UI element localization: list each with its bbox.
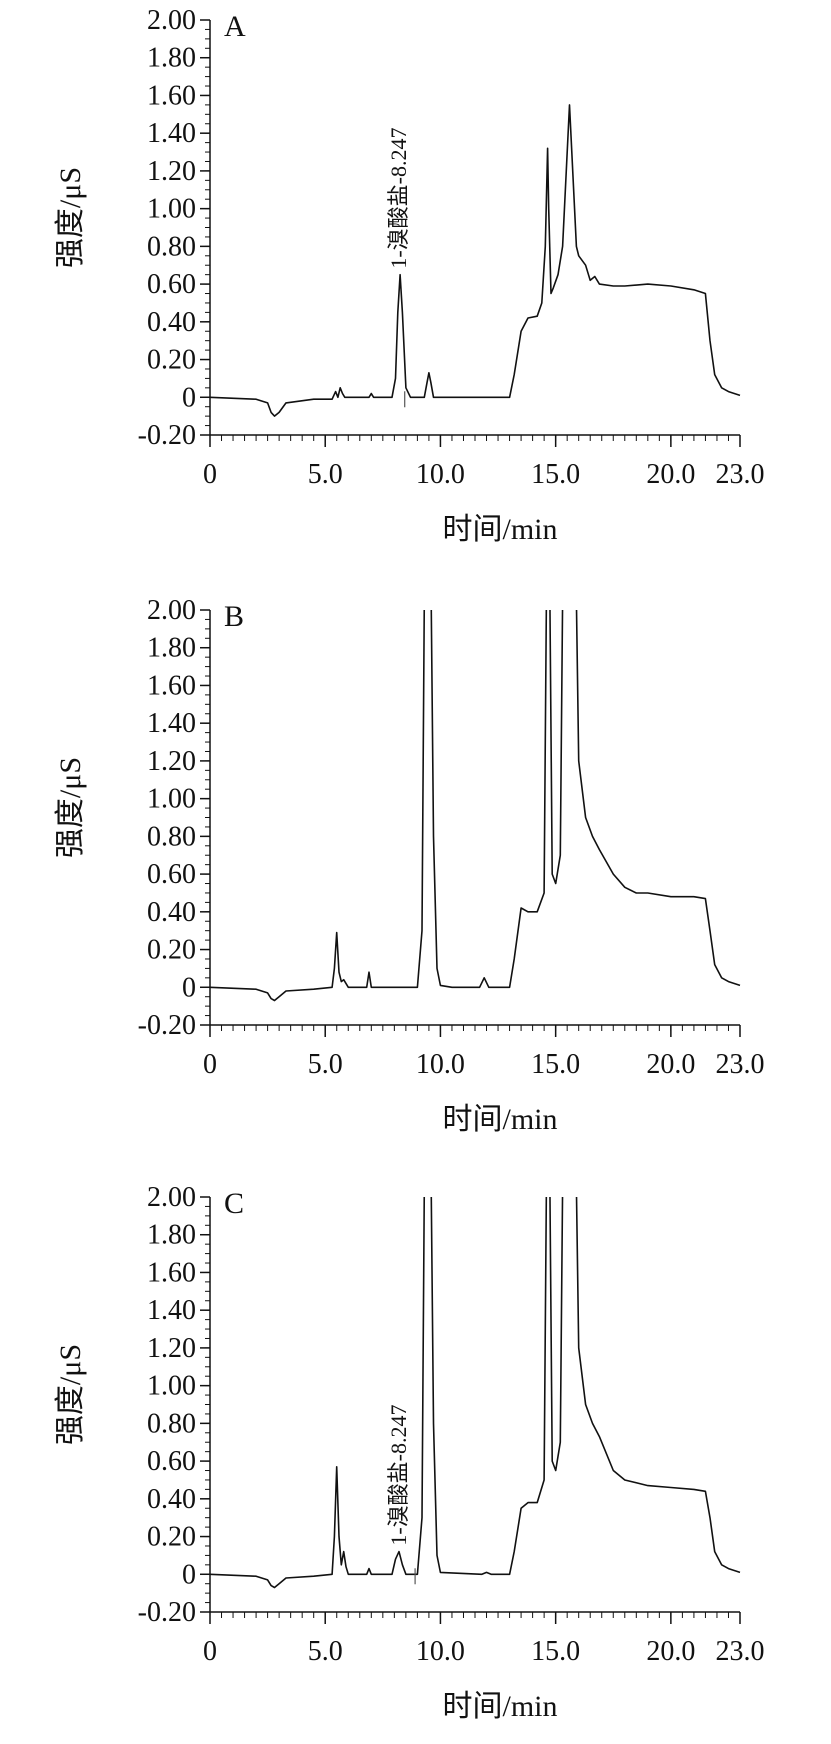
y-tick-label: 1.00 xyxy=(147,784,196,815)
y-tick-label: 0 xyxy=(182,382,196,413)
chromatogram-trace xyxy=(210,610,741,1002)
y-tick-label: 0.20 xyxy=(147,345,196,376)
y-tick-label: -0.20 xyxy=(138,1010,196,1041)
y-tick-label: 1.60 xyxy=(147,670,196,701)
y-tick-label: 1.80 xyxy=(147,633,196,664)
y-tick-label: 0.60 xyxy=(147,859,196,890)
y-tick-label: 0.40 xyxy=(147,307,196,338)
y-axis-title: 强度/μS xyxy=(54,167,87,268)
y-tick-label: 1.20 xyxy=(147,1333,196,1364)
y-tick-label: 0.60 xyxy=(147,1446,196,1477)
y-tick-label: 1.40 xyxy=(147,118,196,149)
y-tick-label: 0.80 xyxy=(147,1408,196,1439)
x-tick-label: 5.0 xyxy=(308,1049,343,1080)
x-tick-label: 5.0 xyxy=(308,459,343,490)
panel-label: B xyxy=(224,600,244,633)
y-tick-label: 0 xyxy=(182,1559,196,1590)
y-tick-label: 0.20 xyxy=(147,1522,196,1553)
y-tick-label: -0.20 xyxy=(138,420,196,451)
chart-panel-c: 2.00 1.80 1.60 1.40 1.20 1.00 0.80 0.60 0.40 0.20… xyxy=(54,1182,765,1723)
y-tick-label: 1.20 xyxy=(147,156,196,187)
chromatogram-trace xyxy=(210,1197,741,1589)
y-tick-label: 0.20 xyxy=(147,935,196,966)
x-tick-label: 20.0 xyxy=(646,1636,695,1667)
x-tick-label: 20.0 xyxy=(646,1049,695,1080)
x-tick-label: 0 xyxy=(203,459,217,490)
x-tick-label: 10.0 xyxy=(416,1636,465,1667)
y-tick-label: 1.00 xyxy=(147,194,196,225)
y-tick-label: 1.00 xyxy=(147,1371,196,1402)
chart-panel-b: 2.00 1.80 1.60 1.40 1.20 1.00 0.80 0.60 0.40 0.20… xyxy=(54,595,765,1136)
x-tick-label: 23.0 xyxy=(716,459,765,490)
y-tick-label: 0.80 xyxy=(147,231,196,262)
y-tick-label: 0.80 xyxy=(147,821,196,852)
x-tick-label: 0 xyxy=(203,1049,217,1080)
peak-annotation: 1-溴酸盐-8.247 xyxy=(386,128,411,269)
y-tick-label: 0.60 xyxy=(147,269,196,300)
x-tick-label: 15.0 xyxy=(531,1636,580,1667)
x-tick-label: 23.0 xyxy=(716,1049,765,1080)
y-tick-label: -0.20 xyxy=(138,1597,196,1628)
peak-annotation: 1-溴酸盐-8.247 xyxy=(386,1404,411,1545)
chromatogram-trace xyxy=(210,104,741,417)
x-tick-label: 10.0 xyxy=(416,1049,465,1080)
panel-label: A xyxy=(224,10,246,43)
y-tick-label: 1.60 xyxy=(147,1257,196,1288)
x-tick-label: 20.0 xyxy=(646,459,695,490)
y-axis-title: 强度/μS xyxy=(54,757,87,858)
y-tick-label: 1.60 xyxy=(147,80,196,111)
y-tick-label: 0.40 xyxy=(147,1484,196,1515)
y-axis-title: 强度/μS xyxy=(54,1344,87,1445)
y-tick-label: 1.80 xyxy=(147,1220,196,1251)
x-tick-label: 23.0 xyxy=(716,1636,765,1667)
x-tick-label: 5.0 xyxy=(308,1636,343,1667)
y-tick-label: 1.40 xyxy=(147,708,196,739)
x-tick-label: 15.0 xyxy=(531,459,580,490)
y-tick-label: 0 xyxy=(182,972,196,1003)
x-axis-title: 时间/min xyxy=(442,1103,557,1136)
y-tick-label: 2.00 xyxy=(147,1182,196,1213)
y-tick-label: 0.40 xyxy=(147,897,196,928)
y-tick-label: 1.40 xyxy=(147,1295,196,1326)
x-tick-label: 10.0 xyxy=(416,459,465,490)
x-tick-label: 15.0 xyxy=(531,1049,580,1080)
chart-panel-a: 2.00 1.80 1.60 1.40 1.20 1.00 0.80 0.60 0.40 0.20… xyxy=(54,5,765,546)
x-axis-title: 时间/min xyxy=(442,513,557,546)
y-tick-label: 2.00 xyxy=(147,595,196,626)
y-tick-label: 1.20 xyxy=(147,746,196,777)
y-tick-label: 2.00 xyxy=(147,5,196,36)
x-axis-title: 时间/min xyxy=(442,1690,557,1723)
x-tick-label: 0 xyxy=(203,1636,217,1667)
y-tick-label: 1.80 xyxy=(147,43,196,74)
panel-label: C xyxy=(224,1187,244,1220)
